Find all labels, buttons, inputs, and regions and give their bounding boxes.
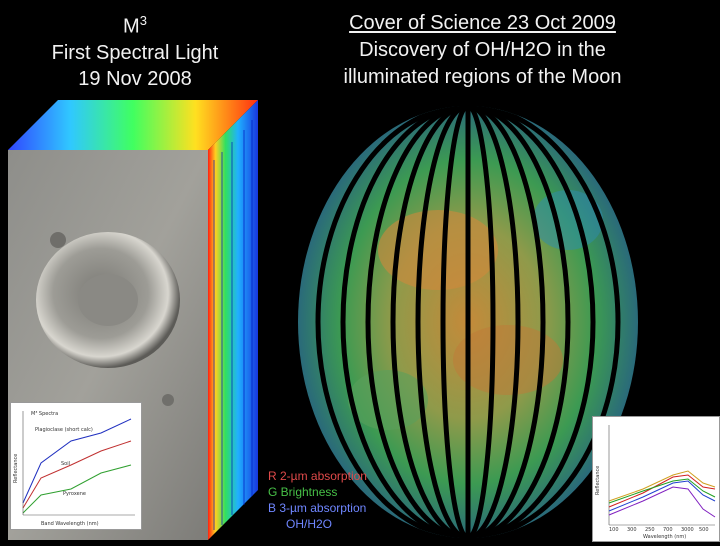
right-title: Cover of Science 23 Oct 2009 Discovery o…: [300, 10, 665, 91]
absorption-inset-svg: Reflectance Wavelength (nm) 100 300 250 700…: [595, 425, 716, 540]
color-legend: R 2-µm absorption G Brightness B 3-µm ab…: [268, 468, 367, 532]
moon-globe-image: [298, 106, 638, 538]
legend-blue: B 3-µm absorption: [268, 501, 367, 515]
inset-right-xtick: 500: [699, 527, 709, 533]
inset-right-xtick: 250: [645, 527, 655, 533]
left-title: M3 First Spectral Light 19 Nov 2008: [10, 8, 260, 92]
legend-green: G Brightness: [268, 485, 338, 499]
inset-right-xticks: 100 300 250 700 3000 500: [609, 527, 709, 533]
legend-red: R 2-µm absorption: [268, 469, 367, 483]
right-title-line3: illuminated regions of the Moon: [343, 66, 622, 88]
curve-soil: [22, 440, 132, 509]
inset-right-xtick: 700: [663, 527, 673, 533]
right-title-line1: Cover of Science 23 Oct 2009: [349, 12, 616, 34]
inset-left-plag-label: Plagioclase (short calc): [35, 427, 93, 433]
left-title-line2: First Spectral Light: [51, 41, 219, 64]
spectra-inset-plot: M³ Spectra Plagioclase (short calc) Soil…: [10, 402, 142, 530]
right-title-line2: Discovery of OH/H2O in the: [359, 39, 606, 61]
inset-left-pyx-label: Pyroxene: [63, 491, 86, 497]
inset-left-soil-label: Soil: [61, 461, 70, 467]
inset-left-title: M³ Spectra: [31, 411, 58, 417]
curve-pyroxene: [22, 464, 132, 514]
inset-right-xtick: 100: [609, 527, 619, 533]
inset-right-xlabel: Wavelength (nm): [643, 534, 686, 540]
legend-blue-sub: OH/H2O: [286, 517, 333, 531]
inset-right-ylabel: Reflectance: [595, 466, 601, 495]
absorption-inset-plot: Reflectance Wavelength (nm) 100 300 250 700…: [592, 416, 720, 542]
left-title-line3: 19 Nov 2008: [78, 67, 192, 90]
inset-left-xlabel: Band Wavelength (nm): [41, 521, 99, 527]
inset-left-ylabel: Reflectance: [13, 454, 19, 483]
inset-right-xtick: 3000: [681, 527, 694, 533]
curve-plagioclase: [22, 418, 132, 504]
spectra-inset-svg: M³ Spectra Plagioclase (short calc) Soil…: [13, 411, 135, 527]
left-title-line1: M3: [123, 13, 147, 38]
inset-right-xtick: 300: [627, 527, 637, 533]
